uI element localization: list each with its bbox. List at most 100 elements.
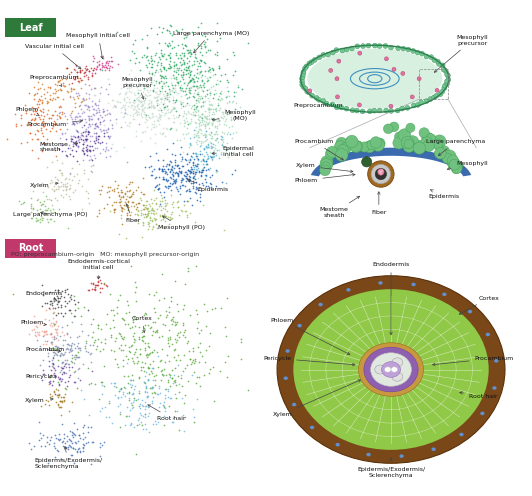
Point [146,206,155,214]
Point [169,177,178,185]
Point [225,98,234,106]
Point [38,214,47,222]
Point [219,112,228,120]
Point [189,168,197,176]
Point [123,121,131,129]
Point [153,101,162,109]
Point [144,83,152,91]
Point [134,108,142,116]
Point [76,74,84,82]
Point [72,351,80,359]
Point [190,82,198,90]
Point [14,197,23,205]
Point [112,115,120,123]
Point [57,397,65,405]
Point [157,95,166,103]
Point [189,169,198,177]
Point [91,91,99,99]
Point [194,175,203,183]
Point [178,113,187,121]
Point [38,281,46,289]
Point [150,84,159,92]
Point [202,321,211,329]
Point [114,90,123,98]
Point [73,67,81,75]
Point [187,74,196,82]
Point [30,324,38,332]
Point [160,63,169,71]
Point [63,340,72,348]
Point [165,157,174,165]
Point [193,152,202,160]
Point [145,113,153,121]
Point [232,88,240,96]
Point [271,32,280,40]
Point [73,67,82,75]
Point [109,187,118,195]
Point [107,63,116,71]
Point [91,336,99,344]
Point [231,105,239,113]
Point [35,113,43,121]
Point [176,150,185,158]
Point [129,316,137,324]
Point [160,193,169,201]
Point [126,193,134,201]
Point [71,351,80,359]
Point [67,135,76,143]
Circle shape [449,159,460,170]
Point [189,368,198,375]
Point [106,184,114,191]
Point [34,135,43,143]
Point [168,200,176,208]
Point [89,84,98,92]
Point [154,363,163,371]
Point [32,196,41,204]
Point [179,130,187,138]
Point [186,70,194,78]
Circle shape [277,276,505,463]
Point [97,63,106,71]
Point [218,108,226,116]
Point [88,71,96,79]
Point [151,68,160,76]
Point [144,375,153,383]
Point [147,384,155,392]
Point [160,188,169,196]
Point [188,201,196,209]
Point [155,56,164,63]
Point [202,116,211,124]
Point [127,102,136,110]
Point [89,280,98,288]
Point [88,142,97,150]
Point [37,108,45,116]
Point [212,76,221,84]
Circle shape [320,159,332,171]
Point [173,318,182,326]
Text: Root: Root [18,244,43,253]
Point [208,110,217,118]
Point [48,340,56,348]
Point [67,451,76,459]
Point [162,176,170,184]
Point [257,365,265,372]
Point [31,328,39,336]
Point [125,412,134,420]
Point [198,94,206,102]
Point [93,277,102,285]
Point [49,118,58,125]
Point [155,79,163,87]
Point [169,103,178,111]
Point [158,84,167,92]
Point [182,156,190,164]
Point [121,183,130,190]
Point [50,439,59,447]
Point [183,175,192,183]
Point [62,345,70,353]
Point [177,169,185,177]
Point [110,102,119,110]
Point [131,278,139,286]
Point [93,212,101,220]
Point [154,186,162,193]
Point [63,64,71,72]
